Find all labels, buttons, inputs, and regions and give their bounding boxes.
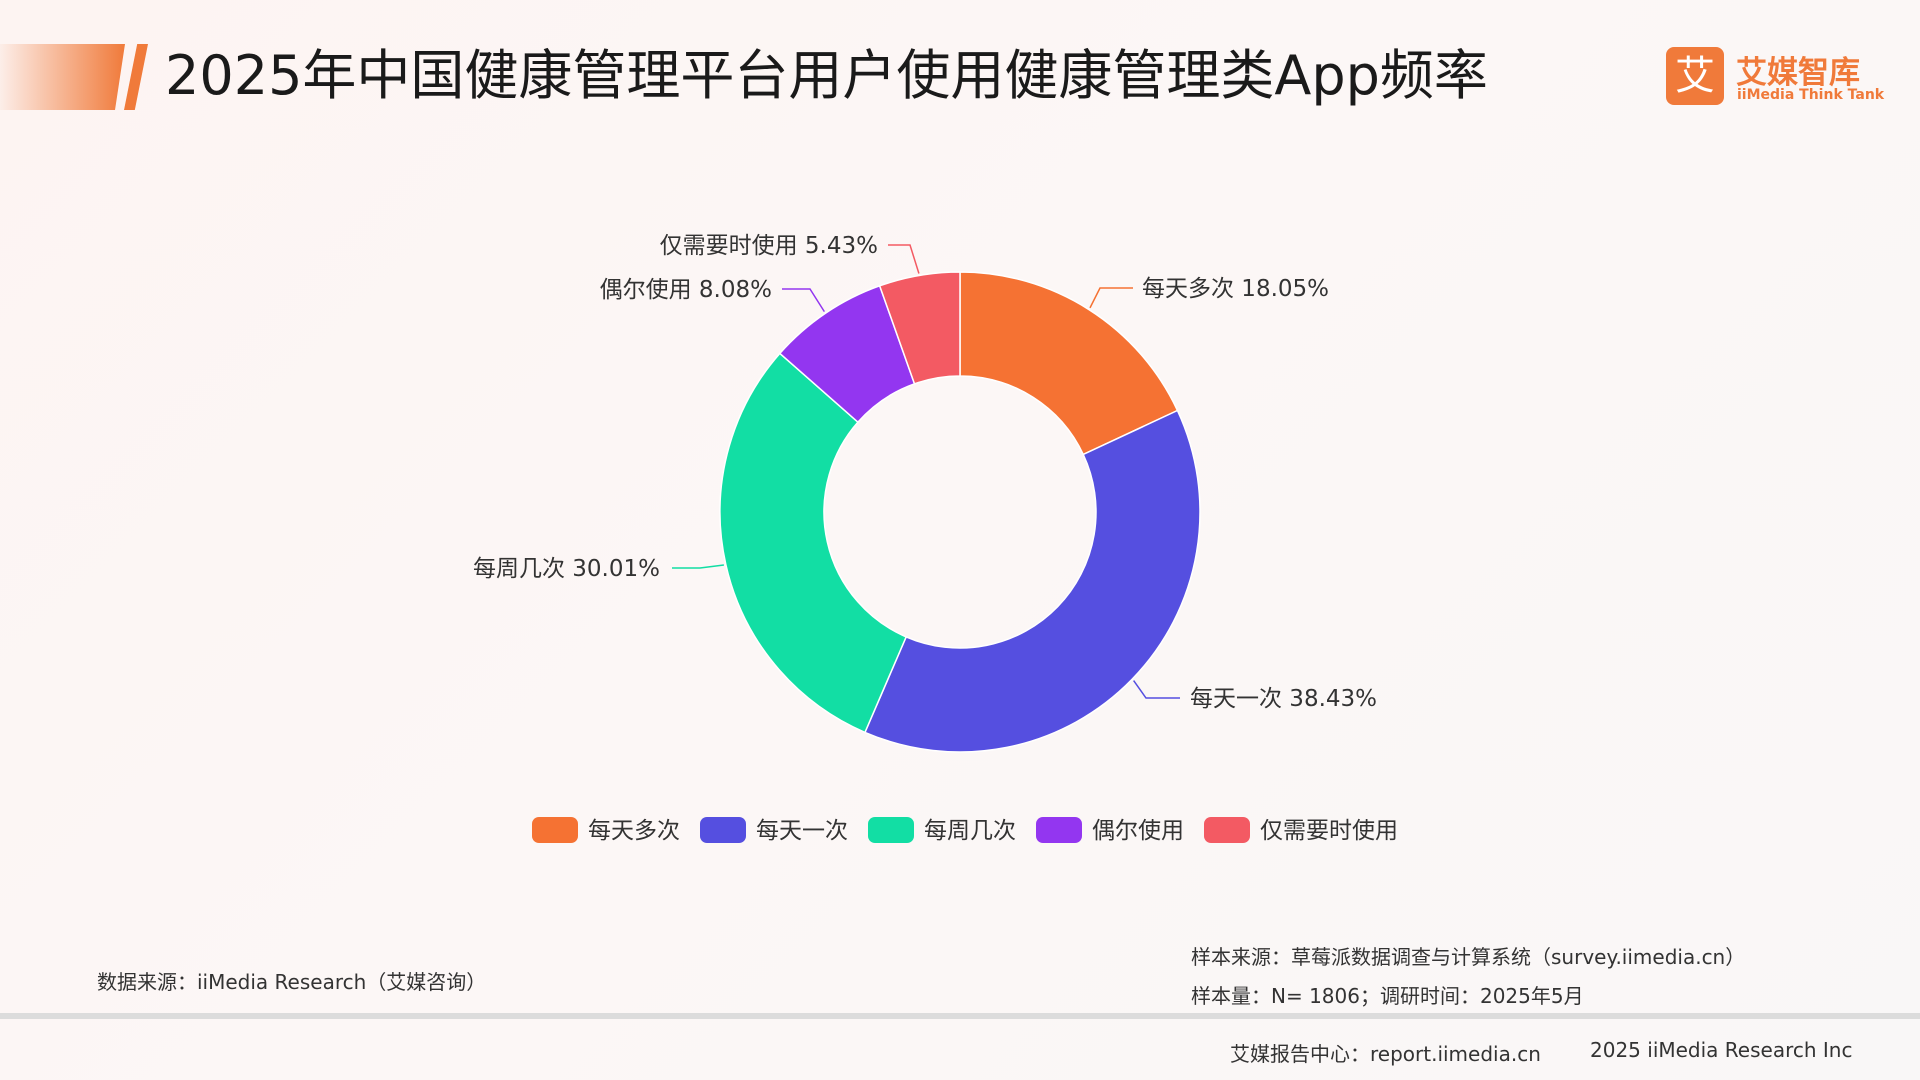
donut-slice-several-weekly	[719, 352, 908, 734]
leader-line-once-daily	[1133, 680, 1180, 699]
donut-slice-many-times-daily	[959, 271, 1179, 456]
leader-line-many-times-daily	[1089, 287, 1133, 309]
legend-swatch-several-weekly[interactable]	[868, 817, 914, 843]
donut-chart: 每天多次 18.05% 每天一次 38.43% 每周几次 30.01% 偶尔使用 8.…	[473, 233, 1398, 844]
page-title: 2025年中国健康管理平台用户使用健康管理类App频率	[165, 44, 1488, 107]
leader-line-as-needed	[888, 244, 920, 274]
legend-swatch-many-times-daily[interactable]	[532, 817, 578, 843]
iimedia-logo: 艾 艾媒智库 iiMedia Think Tank	[1666, 47, 1886, 109]
leader-line-occasional	[782, 288, 825, 312]
title-accent-bar	[0, 44, 125, 110]
sample-source-note: 样本来源：草莓派数据调查与计算系统（survey.iimedia.cn）	[1191, 945, 1746, 969]
logo-name-en: iiMedia Think Tank	[1737, 87, 1885, 103]
legend-swatch-occasional[interactable]	[1036, 817, 1082, 843]
data-label-as-needed: 仅需要时使用 5.43%	[660, 233, 878, 259]
leader-line-several-weekly	[672, 564, 724, 569]
legend-swatch-as-needed[interactable]	[1204, 817, 1250, 843]
donut-slice-as-needed	[878, 271, 961, 385]
footer-divider	[0, 1013, 1920, 1019]
legend-label-once-daily[interactable]: 每天一次	[756, 818, 848, 844]
data-label-many-times-daily: 每天多次 18.05%	[1142, 276, 1329, 302]
chart-legend: 每天多次 每天一次 每周几次 偶尔使用 仅需要时使用	[532, 817, 1398, 844]
data-label-once-daily: 每天一次 38.43%	[1190, 686, 1377, 712]
legend-label-as-needed[interactable]: 仅需要时使用	[1260, 818, 1398, 844]
legend-label-several-weekly[interactable]: 每周几次	[924, 818, 1016, 844]
data-label-occasional: 偶尔使用 8.08%	[600, 277, 772, 303]
logo-mark-icon: 艾	[1666, 47, 1724, 105]
data-labels: 每天多次 18.05% 每天一次 38.43% 每周几次 30.01% 偶尔使用 8.…	[473, 233, 1377, 712]
report-center-note: 艾媒报告中心：report.iimedia.cn	[1230, 1042, 1541, 1066]
copyright-note: 2025 iiMedia Research Inc	[1590, 1038, 1853, 1062]
sample-size-note: 样本量：N= 1806；调研时间：2025年5月	[1191, 984, 1584, 1008]
legend-label-occasional[interactable]: 偶尔使用	[1092, 818, 1184, 844]
donut-slices	[719, 271, 1201, 753]
legend-label-many-times-daily[interactable]: 每天多次	[588, 818, 680, 844]
logo-name-cn: 艾媒智库	[1736, 55, 1860, 91]
legend-swatch-once-daily[interactable]	[700, 817, 746, 843]
donut-slice-once-daily	[863, 409, 1201, 753]
data-source-note: 数据来源：iiMedia Research（艾媒咨询）	[97, 970, 487, 994]
data-label-several-weekly: 每周几次 30.01%	[473, 556, 660, 582]
data-label-leaders	[672, 244, 1180, 699]
